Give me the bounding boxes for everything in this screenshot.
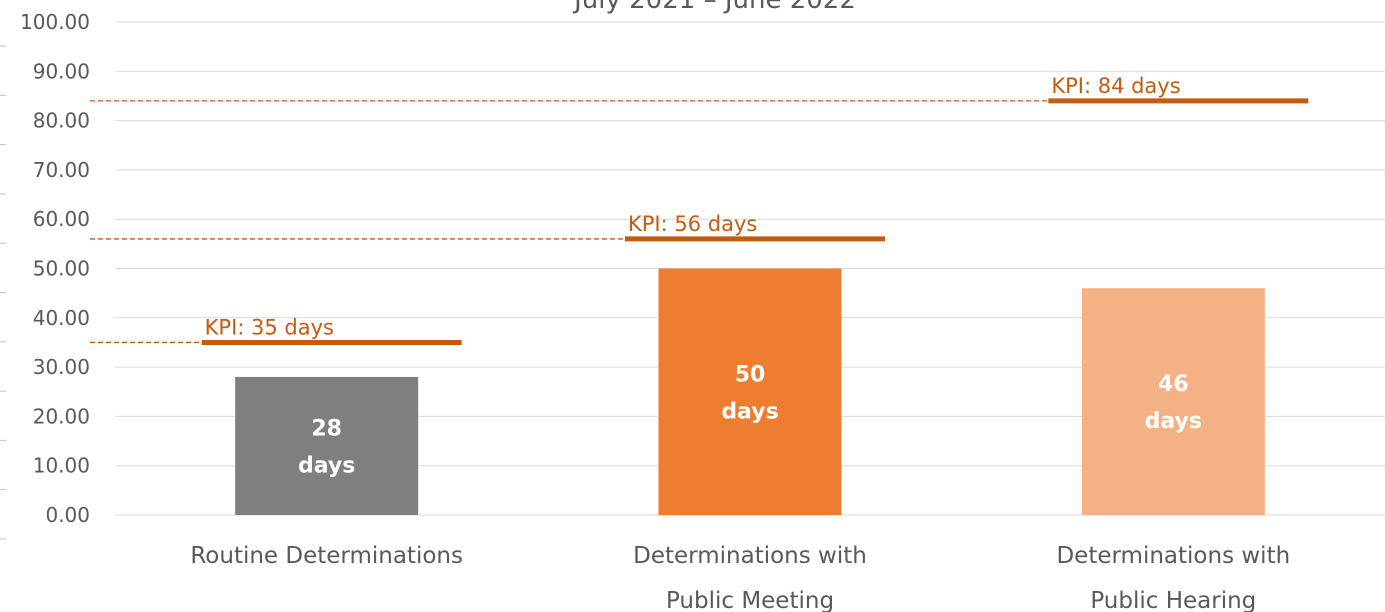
kpi-label: KPI: 56 days (628, 212, 757, 236)
bar-value-label: days (721, 399, 778, 424)
kpi-dashed-lines (90, 100, 1049, 344)
kpi-label: KPI: 35 days (205, 315, 334, 339)
x-category-label: Public Hearing (1090, 588, 1256, 612)
y-tick-label: 100.00 (20, 10, 90, 34)
y-tick-label: 90.00 (33, 59, 90, 83)
kpi-markers: KPI: 35 days KPI: 56 days KPI: 84 days (201, 74, 1309, 345)
x-category-label: Determinations with (1056, 543, 1290, 569)
bar (658, 268, 842, 515)
y-tick-label: 50.00 (33, 257, 90, 281)
bar-value-label: 46 (1158, 372, 1189, 397)
bar-value-label: 50 (735, 362, 766, 387)
y-tick-label: 0.00 (45, 503, 90, 527)
y-tick-label: 10.00 (33, 454, 90, 478)
x-category-label: Determinations with (633, 543, 867, 569)
kpi-label: KPI: 84 days (1051, 74, 1180, 98)
bar-value-label: days (298, 453, 355, 478)
bar-value-label: days (1145, 409, 1202, 434)
y-tick-label: 20.00 (33, 404, 90, 428)
bar-value-label: 28 (311, 416, 342, 441)
x-axis: Routine Determinations Determinations wit… (190, 543, 1290, 612)
y-tick-label: 80.00 (33, 109, 90, 133)
bars: 28 days 50 days 46 days (235, 268, 1265, 515)
chart-title: July 2021 – June 2022 (572, 0, 856, 15)
bar (1081, 288, 1265, 515)
y-tick-label: 40.00 (33, 306, 90, 330)
y-tick-label: 70.00 (33, 158, 90, 182)
y-axis: 0.00 10.00 20.00 30.00 40.00 50.00 60.00 70.00 8… (20, 10, 90, 527)
x-category-label: Public Meeting (666, 588, 834, 612)
y-tick-label: 30.00 (33, 355, 90, 379)
bar (235, 376, 419, 515)
y-tick-label: 60.00 (33, 207, 90, 231)
x-category-label: Routine Determinations (190, 543, 463, 569)
